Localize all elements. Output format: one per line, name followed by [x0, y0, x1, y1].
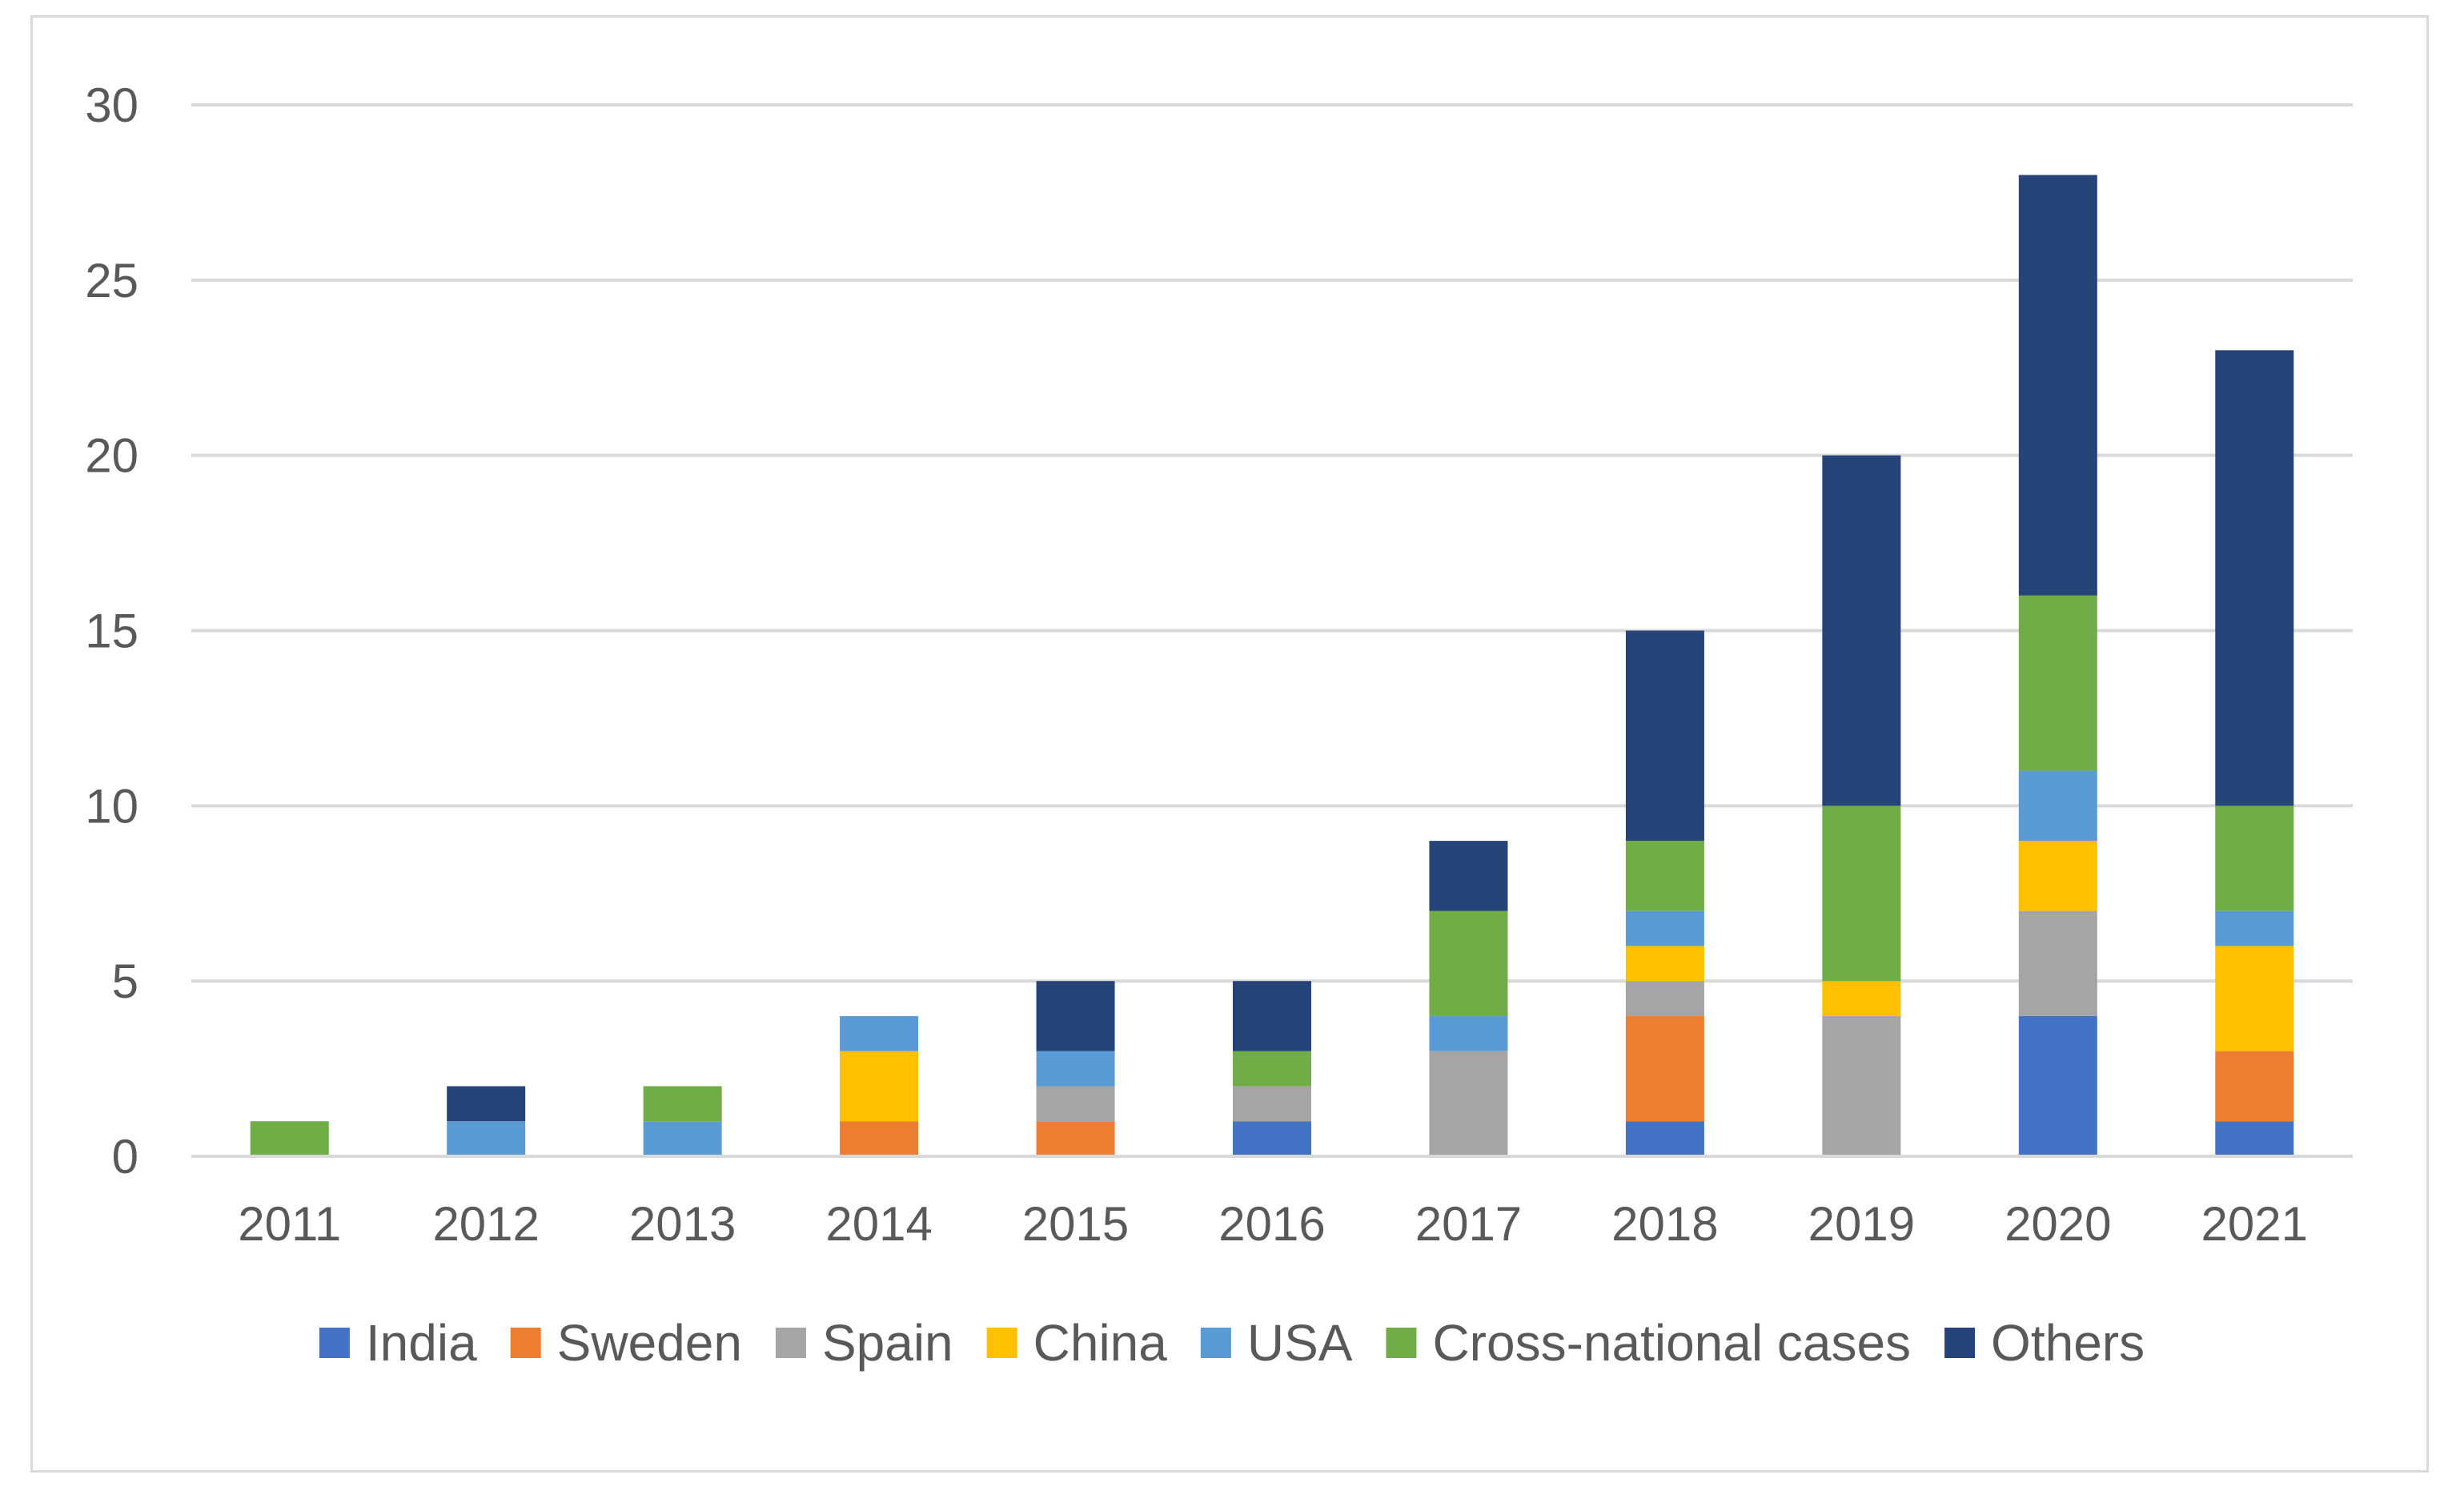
- bar-segment-2018-cross-national-cases: [1625, 841, 1704, 911]
- bar-segment-2018-sweden: [1625, 1015, 1704, 1122]
- x-tick-label: 2017: [1415, 1197, 1522, 1251]
- legend-swatch-india: [319, 1328, 350, 1358]
- bar-segment-2020-india: [2018, 1015, 2097, 1156]
- legend-swatch-usa: [1200, 1328, 1231, 1358]
- bar-segment-2013-usa: [643, 1121, 722, 1156]
- bar-segment-2016-india: [1233, 1121, 1311, 1156]
- bar-segment-2011-cross-national-cases: [250, 1121, 329, 1156]
- x-tick-label: 2019: [1808, 1197, 1915, 1251]
- chart-frame: 0 5 10 15 20 25 30 2011 2012 2013 2014 2015 2016 201…: [30, 15, 2429, 1473]
- x-tick-label: 2013: [629, 1197, 736, 1251]
- gridlines: [191, 103, 2353, 983]
- legend-label-spain: Spain: [822, 1314, 953, 1372]
- x-tick-label: 2015: [1022, 1197, 1129, 1251]
- x-tick-label: 2020: [2005, 1197, 2111, 1251]
- y-axis-tick-labels: 0 5 10 15 20 25 30: [85, 78, 138, 1184]
- bar-segment-2014-usa: [840, 1015, 919, 1051]
- bar-segment-2018-india: [1625, 1121, 1704, 1156]
- legend-label-china: China: [1033, 1314, 1168, 1372]
- bar-segment-2021-cross-national-cases: [2215, 806, 2294, 911]
- bar-segment-2020-china: [2018, 841, 2097, 911]
- bar-segment-2021-india: [2215, 1121, 2294, 1156]
- bar-segment-2014-sweden: [840, 1121, 919, 1156]
- bar-segment-2017-usa: [1429, 1015, 1508, 1051]
- bar-segment-2021-sweden: [2215, 1051, 2294, 1122]
- bar-segment-2021-china: [2215, 946, 2294, 1051]
- bar-segment-2016-spain: [1233, 1086, 1311, 1122]
- bar-segment-2012-others: [447, 1086, 526, 1122]
- bar-segment-2021-usa: [2215, 910, 2294, 946]
- x-tick-label: 2016: [1218, 1197, 1325, 1251]
- legend-swatch-others: [1944, 1328, 1976, 1358]
- legend-label-india: India: [366, 1314, 477, 1372]
- bar-segment-2017-others: [1429, 841, 1508, 911]
- bar-segment-2013-cross-national-cases: [643, 1086, 722, 1122]
- x-tick-label: 2018: [1611, 1197, 1718, 1251]
- y-tick-label: 20: [85, 429, 138, 483]
- bar-segment-2020-spain: [2018, 910, 2097, 1016]
- legend-label-others: Others: [1991, 1314, 2145, 1372]
- bar-segment-2015-sweden: [1036, 1121, 1115, 1156]
- y-tick-label: 25: [85, 254, 138, 307]
- bar-segment-2015-others: [1036, 981, 1115, 1051]
- y-tick-label: 10: [85, 779, 138, 833]
- bar-segment-2012-usa: [447, 1121, 526, 1156]
- x-tick-label: 2021: [2201, 1197, 2308, 1251]
- bar-segment-2019-others: [1822, 455, 1901, 806]
- bar-segment-2017-spain: [1429, 1051, 1508, 1156]
- bar-segment-2019-spain: [1822, 1015, 1901, 1156]
- legend-label-sweden: Sweden: [557, 1314, 742, 1372]
- legend-swatch-china: [986, 1328, 1017, 1358]
- bar-segment-2020-cross-national-cases: [2018, 595, 2097, 771]
- bar-segment-2018-others: [1625, 630, 1704, 842]
- bar-segment-2018-china: [1625, 946, 1704, 982]
- bar-segment-2017-cross-national-cases: [1429, 910, 1508, 1016]
- bar-segment-2018-spain: [1625, 981, 1704, 1016]
- y-tick-label: 30: [85, 78, 138, 132]
- y-tick-label: 5: [112, 954, 138, 1008]
- bar-segment-2014-china: [840, 1051, 919, 1122]
- legend-label-cross-national-cases: Cross-national cases: [1432, 1314, 1911, 1372]
- y-tick-label: 0: [112, 1130, 138, 1184]
- bar-segment-2016-others: [1233, 981, 1311, 1051]
- bar-segment-2019-china: [1822, 981, 1901, 1016]
- bar-segment-2020-usa: [2018, 770, 2097, 842]
- bar-segment-2021-others: [2215, 350, 2294, 806]
- legend-label-usa: USA: [1247, 1314, 1353, 1372]
- x-tick-label: 2012: [432, 1197, 539, 1251]
- x-tick-label: 2014: [825, 1197, 932, 1251]
- legend-swatch-spain: [775, 1328, 806, 1358]
- bar-segment-2016-cross-national-cases: [1233, 1051, 1311, 1087]
- bar-segment-2020-others: [2018, 175, 2097, 596]
- bar-segment-2015-usa: [1036, 1051, 1115, 1087]
- y-tick-label: 15: [85, 605, 138, 658]
- x-axis-tick-labels: 2011 2012 2013 2014 2015 2016 2017 2018 2019 2020…: [238, 1197, 2308, 1251]
- x-tick-label: 2011: [238, 1197, 341, 1251]
- bars: [250, 175, 2294, 1156]
- legend: India Sweden Spain China USA Cross-national c…: [319, 1314, 2145, 1372]
- legend-swatch-cross-national-cases: [1386, 1328, 1417, 1358]
- legend-swatch-sweden: [510, 1328, 541, 1358]
- bar-segment-2015-spain: [1036, 1086, 1115, 1122]
- bar-segment-2019-cross-national-cases: [1822, 806, 1901, 982]
- bar-segment-2018-usa: [1625, 910, 1704, 946]
